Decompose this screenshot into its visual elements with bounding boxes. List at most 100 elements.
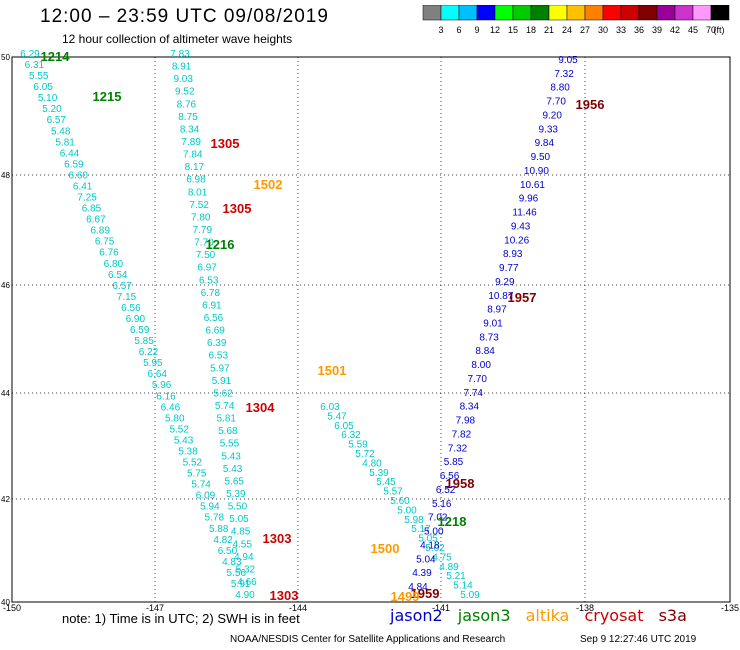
swh-value: 8.80 bbox=[550, 83, 570, 94]
legend-cryosat: cryosat bbox=[584, 606, 644, 625]
generated-timestamp: Sep 9 12:27:46 UTC 2019 bbox=[580, 634, 697, 645]
swh-value: 5.85 bbox=[134, 336, 154, 347]
lon-label: -147 bbox=[146, 603, 164, 613]
swh-value: 5.85 bbox=[444, 457, 464, 468]
swh-value: 5.57 bbox=[383, 487, 403, 498]
swh-value: 9.03 bbox=[173, 74, 193, 85]
orbit-label: 1305 bbox=[223, 201, 252, 216]
swh-value: 4.85 bbox=[231, 527, 251, 538]
lat-label: 44 bbox=[1, 389, 10, 398]
swh-value: 5.43 bbox=[221, 451, 241, 462]
swh-value: 8.73 bbox=[479, 332, 499, 343]
swh-value: 5.00 bbox=[397, 505, 417, 516]
swh-value: 8.00 bbox=[471, 360, 491, 371]
swh-value: 5.21 bbox=[446, 571, 466, 582]
swh-value: 5.20 bbox=[42, 104, 62, 115]
scale-label: 6 bbox=[456, 25, 461, 35]
swh-value: 4.94 bbox=[234, 552, 254, 563]
swh-value: 4.18 bbox=[420, 540, 440, 551]
swh-value: 5.62 bbox=[213, 388, 233, 399]
swh-value: 5.78 bbox=[205, 513, 225, 524]
swh-value: 9.52 bbox=[175, 87, 195, 98]
scale-label: 45 bbox=[688, 25, 698, 35]
swh-value: 7.32 bbox=[554, 69, 574, 80]
orbit-label: 1303 bbox=[263, 531, 292, 546]
swh-value: 9.05 bbox=[558, 55, 578, 66]
swh-value: 9.77 bbox=[499, 263, 519, 274]
scale-label: 12 bbox=[490, 25, 500, 35]
swh-value: 6.22 bbox=[139, 347, 159, 358]
swh-value: 5.98 bbox=[404, 515, 424, 526]
swh-value: 6.39 bbox=[207, 338, 227, 349]
swh-value: 5.17 bbox=[411, 524, 431, 535]
swh-value: 5.59 bbox=[348, 440, 368, 451]
swh-value: 6.76 bbox=[99, 248, 119, 259]
swh-value: 5.45 bbox=[376, 477, 396, 488]
lat-label: 50 bbox=[1, 53, 10, 62]
swh-value: 4.80 bbox=[362, 458, 382, 469]
swh-value: 4.84 bbox=[408, 582, 428, 593]
lat-label: 48 bbox=[1, 171, 10, 180]
swh-value: 8.93 bbox=[503, 249, 523, 260]
orbit-label: 1957 bbox=[508, 290, 537, 305]
scale-label: 3 bbox=[438, 25, 443, 35]
swh-value: 7.98 bbox=[456, 416, 476, 427]
swh-value: 8.91 bbox=[172, 62, 192, 73]
swh-value: 6.59 bbox=[64, 159, 84, 170]
scale-label: 30 bbox=[598, 25, 608, 35]
orbit-label: 1216 bbox=[206, 237, 235, 252]
orbit-label: 1502 bbox=[254, 177, 283, 192]
map-frame bbox=[11, 56, 731, 603]
swh-value: 5.52 bbox=[169, 424, 189, 435]
orbit-label: 1214 bbox=[41, 49, 71, 64]
swh-value: 9.01 bbox=[483, 319, 503, 330]
swh-value: 6.56 bbox=[121, 303, 141, 314]
swh-value: 5.52 bbox=[183, 458, 203, 469]
swh-value: 6.32 bbox=[341, 430, 361, 441]
swh-value: 7.83 bbox=[170, 49, 190, 60]
swh-value: 6.90 bbox=[126, 314, 146, 325]
swh-value: 6.44 bbox=[60, 148, 80, 159]
swh-value: 7.15 bbox=[117, 292, 137, 303]
swh-value: 5.05 bbox=[229, 514, 249, 525]
legend-jason2: jason2 bbox=[390, 606, 443, 625]
swh-value: 5.91 bbox=[231, 579, 251, 590]
swh-value: 10.87 bbox=[488, 291, 513, 302]
swh-value: 7.74 bbox=[464, 388, 484, 399]
swh-value: 6.29 bbox=[20, 49, 40, 60]
swh-value: 5.80 bbox=[165, 413, 185, 424]
swh-value: 6.56 bbox=[440, 471, 460, 482]
swh-value: 6.78 bbox=[201, 288, 221, 299]
swh-value: 6.05 bbox=[33, 82, 53, 93]
swh-value: 9.43 bbox=[511, 221, 531, 232]
swh-value: 5.81 bbox=[55, 137, 75, 148]
swh-value: 5.43 bbox=[174, 435, 194, 446]
swh-value: 5.14 bbox=[453, 581, 473, 592]
lat-label: 46 bbox=[1, 281, 10, 290]
swh-value: 6.57 bbox=[112, 281, 132, 292]
swh-value: 5.81 bbox=[217, 414, 237, 425]
lon-label: -141 bbox=[432, 603, 450, 613]
swh-value: 6.53 bbox=[199, 275, 219, 286]
swh-value: 6.50 bbox=[218, 546, 238, 557]
swh-value: 5.39 bbox=[226, 489, 246, 500]
swh-value: 6.97 bbox=[197, 263, 217, 274]
swh-value: 7.25 bbox=[77, 193, 97, 204]
swh-value: 6.56 bbox=[204, 313, 224, 324]
orbit-label: 1305 bbox=[211, 136, 240, 151]
swh-value: 5.74 bbox=[191, 480, 211, 491]
swh-value: 5.00 bbox=[424, 527, 444, 538]
page-subtitle: 12 hour collection of altimeter wave hei… bbox=[62, 32, 293, 46]
lat-label: 42 bbox=[1, 495, 10, 504]
swh-value: 7.84 bbox=[183, 150, 203, 161]
swh-value: 5.16 bbox=[432, 499, 452, 510]
lat-label: 40 bbox=[1, 598, 10, 607]
swh-value: 5.75 bbox=[187, 469, 207, 480]
swh-value: 8.34 bbox=[180, 124, 200, 135]
swh-value: 7.89 bbox=[181, 137, 201, 148]
swh-value: 6.64 bbox=[148, 369, 168, 380]
swh-value: 7.79 bbox=[193, 225, 213, 236]
color-scale-legend: 3 6 9 12 15 18 21 24 27 30 33 36 39 42 45 70(ft) bbox=[422, 5, 730, 35]
swh-value: 5.72 bbox=[355, 449, 375, 460]
